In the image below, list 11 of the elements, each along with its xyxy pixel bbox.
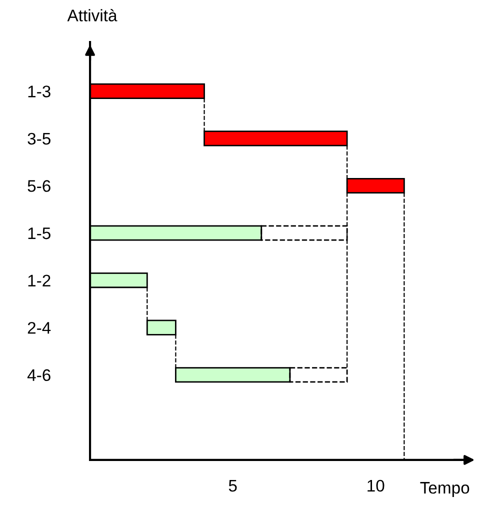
y-tick-label: 4-6 — [27, 369, 50, 382]
y-tick-label: 1-2 — [28, 274, 50, 286]
y-axis-title: Attività — [67, 8, 118, 22]
y-tick-label: 3-5 — [28, 132, 50, 145]
x-tick-label: 5 — [228, 480, 237, 492]
y-tick-label: 1-3 — [28, 86, 50, 98]
x-tick-label: 10 — [368, 480, 384, 492]
y-tick-label: 5-6 — [28, 180, 50, 192]
y-tick-label: 2-4 — [28, 322, 51, 334]
x-axis-title: Tempo — [420, 482, 470, 497]
y-tick-label: 1-5 — [28, 228, 50, 240]
